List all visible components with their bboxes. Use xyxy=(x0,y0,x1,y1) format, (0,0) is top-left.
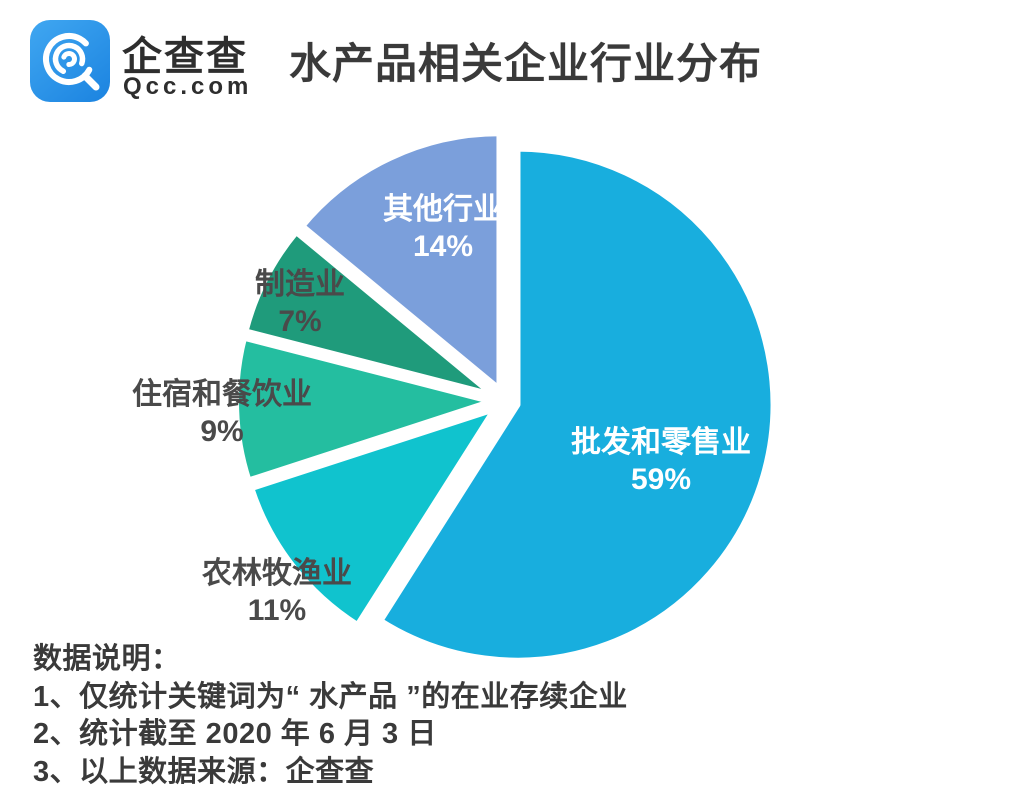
slice-name: 其他行业 xyxy=(383,193,503,226)
slice-percent: 7% xyxy=(278,305,322,338)
magnifier-spiral-icon xyxy=(43,33,100,91)
note-line-3: 3、以上数据来源：企查查 xyxy=(33,755,375,788)
slice-label-wholesale-retail: 批发和零售业 59% xyxy=(571,424,751,498)
slice-name: 住宿和餐饮业 xyxy=(132,378,312,411)
slice-name: 农林牧渔业 xyxy=(202,557,352,590)
slice-label-other-industries: 其他行业 14% xyxy=(383,191,503,265)
slice-percent: 14% xyxy=(412,230,474,263)
pie-slice-制造业 xyxy=(242,228,497,399)
slice-percent: 59% xyxy=(630,463,692,496)
slice-percent: 9% xyxy=(200,415,244,448)
slice-label-agriculture: 农林牧渔业 11% xyxy=(202,555,352,629)
pie-slice-农林牧渔业 xyxy=(248,405,498,629)
slice-percent: 11% xyxy=(247,594,307,627)
brand-name: 企查查 xyxy=(122,35,248,79)
page-title: 水产品相关企业行业分布 xyxy=(289,40,763,87)
pie-slice-批发和零售业 xyxy=(377,145,777,664)
slice-label-manufacturing: 制造业 7% xyxy=(255,266,345,340)
slice-label-accommodation-catering: 住宿和餐饮业 9% xyxy=(132,376,312,450)
note-line-1: 1、仅统计关键词为“ 水产品 ”的在业存续企业 xyxy=(33,680,628,713)
brand-domain: Qcc.com xyxy=(123,73,253,100)
notes-heading: 数据说明： xyxy=(33,643,181,675)
pie-slice-住宿和餐饮业 xyxy=(233,334,496,484)
slice-name: 批发和零售业 xyxy=(571,426,751,459)
note-line-2: 2、统计截至 2020 年 6 月 3 日 xyxy=(33,718,437,750)
qcc-logo xyxy=(30,20,110,102)
slice-name: 制造业 xyxy=(255,268,345,301)
pie-slice-其他行业 xyxy=(299,130,503,393)
footer-notes: 数据说明： 1、仅统计关键词为“ 水产品 ”的在业存续企业 2、统计截至 202… xyxy=(33,641,628,791)
